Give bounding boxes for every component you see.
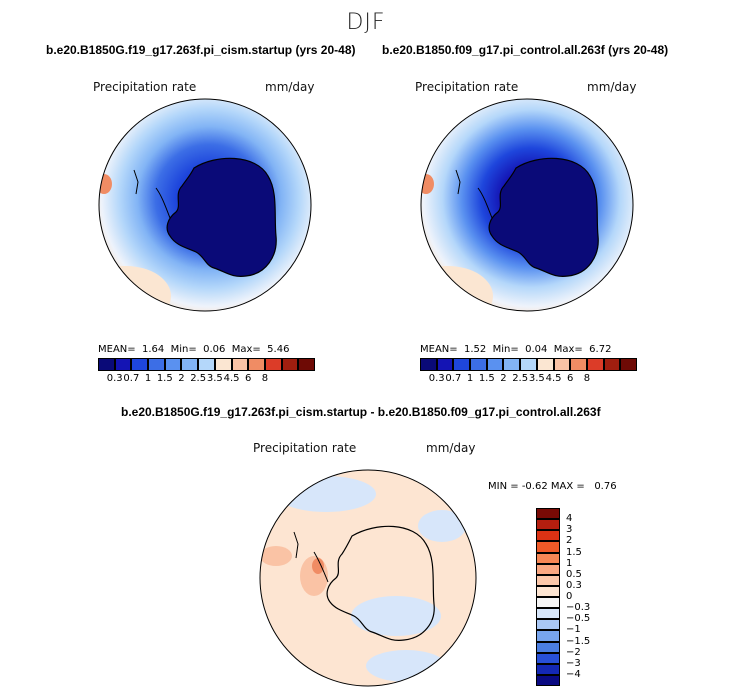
right-units-label: mm/day — [587, 80, 637, 94]
colorbar-tick-label: 4 — [566, 513, 573, 525]
left-units-label: mm/day — [265, 80, 315, 94]
left-stats: MEAN= 1.64 Min= 0.06 Max= 5.46 — [98, 344, 290, 355]
colorbar-swatch — [536, 530, 560, 542]
diff-polar-map — [259, 469, 477, 687]
colorbar-tick-label: 1.5 — [478, 373, 495, 384]
colorbar-swatch — [264, 358, 282, 371]
colorbar-swatch — [536, 552, 560, 564]
colorbar-tick-label: −2 — [566, 646, 581, 658]
colorbar-tick-label: 2.5 — [190, 373, 207, 384]
colorbar-swatch — [536, 519, 560, 531]
colorbar-tick-label: 6 — [567, 373, 574, 384]
colorbar-swatch — [281, 358, 299, 371]
colorbar-swatch — [420, 358, 437, 371]
diff-units-label: mm/day — [426, 441, 476, 455]
colorbar-swatch — [98, 358, 115, 371]
colorbar-tick-label: 1 — [466, 373, 474, 384]
colorbar-swatch — [198, 358, 215, 371]
colorbar-swatch — [536, 597, 560, 609]
colorbar-swatch — [148, 358, 165, 371]
colorbar-swatch — [603, 358, 621, 371]
colorbar-swatch — [536, 674, 560, 686]
colorbar-swatch — [503, 358, 521, 371]
diff-stats: MIN = -0.62 MAX = 0.76 — [488, 481, 617, 492]
colorbar-tick-label: 1.5 — [566, 546, 582, 558]
colorbar-tick-label: 8 — [261, 373, 269, 384]
colorbar-tick-label: 1.5 — [156, 373, 173, 384]
colorbar-tick-label: 0 — [566, 591, 573, 602]
colorbar-tick-label: 0.3 — [106, 373, 123, 384]
colorbar-swatch — [536, 585, 560, 597]
colorbar-swatch — [536, 574, 560, 586]
colorbar-swatch — [536, 541, 560, 553]
colorbar-swatch — [536, 358, 554, 371]
season-title: DJF — [346, 10, 386, 35]
colorbar-swatch — [164, 358, 182, 371]
colorbar-swatch — [298, 358, 315, 371]
colorbar-tick-label: −1 — [566, 624, 581, 636]
colorbar-swatch — [486, 358, 504, 371]
colorbar-tick-label: 0.7 — [123, 373, 140, 384]
diff-panel-title: b.e20.B1850G.f19_g17.263f.pi_cism.startu… — [121, 405, 601, 419]
colorbar-tick-label: 0.7 — [445, 373, 462, 384]
colorbar-tick-label: 1 — [144, 373, 152, 384]
diff-field-label: Precipitation rate — [253, 441, 357, 455]
colorbar-tick-label: 2 — [500, 373, 507, 384]
colorbar-tick-label: 0.5 — [566, 568, 582, 580]
left-field-label: Precipitation rate — [93, 80, 197, 94]
colorbar-tick-label: 4.5 — [223, 373, 240, 384]
colorbar-tick-label: 4.5 — [545, 373, 562, 384]
colorbar-tick-label: 0.3 — [428, 373, 445, 384]
colorbar-swatch — [214, 358, 232, 371]
colorbar-swatch — [620, 358, 637, 371]
colorbar-tick-label: 2 — [178, 373, 185, 384]
colorbar-swatch — [586, 358, 604, 371]
colorbar-tick-label: −0.3 — [566, 602, 591, 614]
colorbar-swatch — [536, 663, 560, 675]
colorbar-swatch — [436, 358, 454, 371]
right-stats: MEAN= 1.52 Min= 0.04 Max= 6.72 — [420, 344, 612, 355]
right-field-label: Precipitation rate — [415, 80, 519, 94]
colorbar-tick-label: −1.5 — [566, 635, 591, 647]
colorbar-swatch — [453, 358, 471, 371]
colorbar-swatch — [181, 358, 199, 371]
colorbar-swatch — [470, 358, 487, 371]
antarctica-coastline — [166, 157, 277, 277]
colorbar-tick-label: 3.5 — [206, 373, 223, 384]
colorbar-swatch — [536, 641, 560, 653]
left-panel-title: b.e20.B1850G.f19_g17.263f.pi_cism.startu… — [46, 43, 356, 57]
colorbar-swatch — [114, 358, 132, 371]
left-colorbar: 0.3 0.7 1 1.5 2 2.5 3.5 4.5 6 8 — [98, 358, 315, 386]
colorbar-tick-label: 2.5 — [512, 373, 529, 384]
colorbar-swatch — [231, 358, 249, 371]
right-panel-title: b.e20.B1850.f09_g17.pi_control.all.263f … — [382, 43, 669, 57]
colorbar-swatch — [536, 630, 560, 642]
left-polar-map — [98, 98, 312, 312]
colorbar-tick-label: 0.3 — [566, 579, 582, 591]
colorbar-tick-label: 3 — [566, 524, 573, 536]
colorbar-tick-label: −4 — [566, 668, 581, 680]
right-colorbar: 0.3 0.7 1 1.5 2 2.5 3.5 4.5 6 8 — [420, 358, 637, 386]
colorbar-swatch — [536, 652, 560, 664]
colorbar-swatch — [536, 619, 560, 631]
colorbar-tick-label: −3 — [566, 657, 581, 669]
colorbar-swatch — [248, 358, 265, 371]
colorbar-tick-label: 3.5 — [528, 373, 545, 384]
colorbar-swatch — [553, 358, 571, 371]
colorbar-tick-label: −0.5 — [566, 613, 591, 625]
colorbar-swatch — [520, 358, 537, 371]
right-polar-map — [420, 98, 634, 312]
colorbar-tick-label: 2 — [566, 535, 573, 547]
colorbar-swatch — [536, 508, 560, 520]
colorbar-tick-label: 6 — [245, 373, 252, 384]
colorbar-swatch — [536, 563, 560, 575]
colorbar-swatch — [536, 608, 560, 620]
colorbar-swatch — [570, 358, 587, 371]
colorbar-tick-label: 8 — [583, 373, 591, 384]
colorbar-swatch — [131, 358, 149, 371]
colorbar-tick-label: 1 — [566, 557, 573, 569]
diff-colorbar: 4 3 2 1.5 1 0.5 0.3 0 −0.3 −0.5 −1 −1.5 −2 −3 −4 — [536, 508, 616, 686]
